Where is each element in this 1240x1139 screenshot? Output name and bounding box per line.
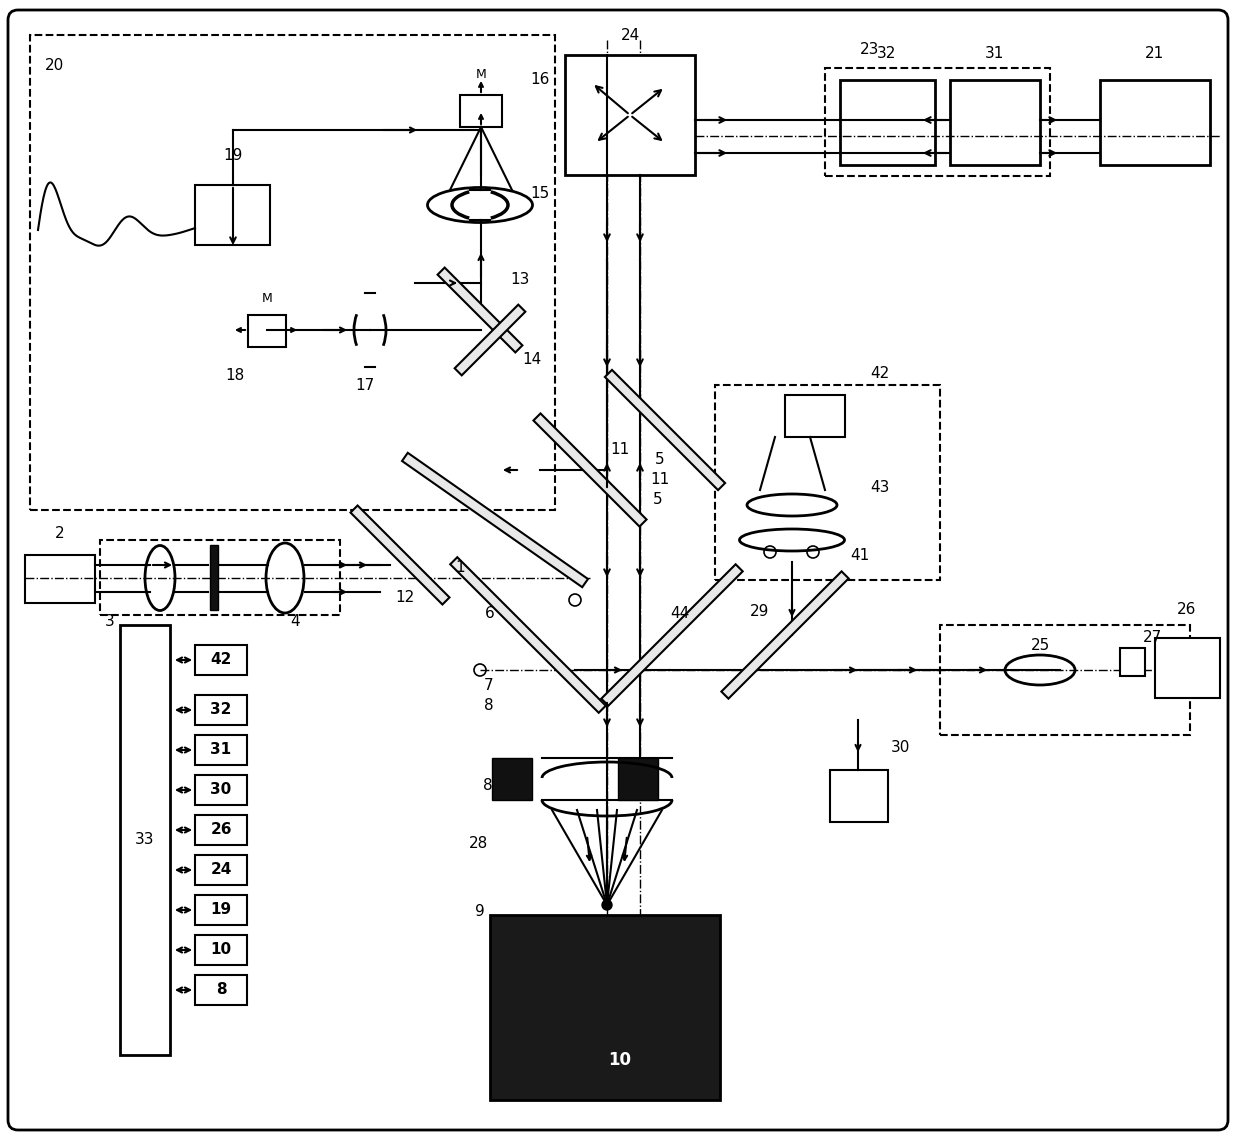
Bar (195, 816, 247, 845)
Bar (25, 555, 95, 603)
Text: 16: 16 (531, 73, 549, 88)
Text: 17: 17 (356, 377, 374, 393)
Text: M: M (476, 68, 486, 82)
Text: 2: 2 (56, 525, 64, 541)
Text: 9: 9 (475, 904, 485, 919)
Bar (195, 935, 247, 965)
Text: 25: 25 (1030, 638, 1049, 653)
Text: 19: 19 (223, 148, 243, 164)
Text: 26: 26 (211, 822, 232, 837)
Text: 30: 30 (211, 782, 232, 797)
Text: 27: 27 (1142, 631, 1162, 646)
Polygon shape (601, 564, 743, 706)
Text: 29: 29 (750, 605, 770, 620)
Text: 26: 26 (1177, 603, 1197, 617)
Bar (785, 395, 844, 437)
Text: 14: 14 (522, 352, 542, 368)
Polygon shape (402, 453, 588, 588)
Polygon shape (533, 413, 646, 526)
Text: 5: 5 (653, 492, 663, 508)
Text: 11: 11 (610, 442, 630, 458)
Text: 23: 23 (861, 42, 879, 57)
Text: 7: 7 (484, 678, 494, 693)
Bar (940, 625, 1190, 735)
Bar (950, 80, 1040, 165)
Text: 24: 24 (620, 27, 640, 42)
Bar (618, 757, 658, 800)
Text: 1: 1 (455, 559, 465, 574)
Text: 31: 31 (986, 46, 1004, 60)
Text: 31: 31 (211, 743, 232, 757)
Bar (100, 540, 340, 615)
Text: 44: 44 (671, 606, 689, 622)
Bar (195, 695, 247, 726)
Bar (839, 80, 935, 165)
Bar (195, 735, 247, 765)
Text: 21: 21 (1146, 46, 1164, 60)
Bar (1154, 638, 1220, 698)
Text: 28: 28 (470, 836, 489, 851)
Bar (30, 35, 556, 510)
Bar (460, 95, 502, 128)
Text: 42: 42 (211, 653, 232, 667)
Text: 20: 20 (46, 57, 64, 73)
Text: 15: 15 (531, 186, 549, 200)
Bar (490, 915, 720, 1100)
Text: 10: 10 (609, 1051, 631, 1070)
Polygon shape (722, 572, 848, 698)
Polygon shape (450, 557, 606, 713)
Polygon shape (438, 268, 522, 352)
Bar (715, 385, 940, 580)
Text: 41: 41 (851, 549, 869, 564)
Bar (210, 544, 218, 611)
Text: 32: 32 (878, 46, 897, 60)
Bar (195, 855, 247, 885)
Bar (492, 757, 532, 800)
Polygon shape (455, 304, 526, 376)
Text: 33: 33 (135, 833, 155, 847)
Bar (195, 185, 270, 245)
Polygon shape (605, 370, 725, 490)
Bar (565, 55, 694, 175)
Text: 8: 8 (484, 778, 492, 793)
Bar (195, 895, 247, 925)
Bar (195, 775, 247, 805)
Text: 6: 6 (485, 606, 495, 621)
Bar (195, 975, 247, 1005)
Text: 32: 32 (211, 703, 232, 718)
Text: 10: 10 (211, 942, 232, 958)
Text: 8: 8 (216, 983, 227, 998)
Text: 11: 11 (650, 473, 670, 487)
Bar (1100, 80, 1210, 165)
Circle shape (601, 900, 613, 910)
Text: 30: 30 (890, 739, 910, 754)
Bar (830, 770, 888, 822)
Bar (120, 625, 170, 1055)
Text: 12: 12 (396, 590, 414, 606)
Bar (248, 316, 286, 347)
Text: 24: 24 (211, 862, 232, 877)
FancyBboxPatch shape (7, 10, 1228, 1130)
Text: 8: 8 (484, 697, 494, 713)
Bar (825, 68, 1050, 177)
Text: 4: 4 (290, 615, 300, 630)
Bar (1120, 648, 1145, 677)
Bar (195, 645, 247, 675)
Text: 3: 3 (105, 615, 115, 630)
Text: 5: 5 (655, 452, 665, 467)
Text: 19: 19 (211, 902, 232, 918)
Text: 43: 43 (870, 480, 889, 494)
Text: 42: 42 (870, 367, 889, 382)
Text: 13: 13 (511, 272, 529, 287)
Text: M: M (262, 293, 273, 305)
Polygon shape (351, 506, 449, 605)
Text: 18: 18 (226, 368, 244, 383)
